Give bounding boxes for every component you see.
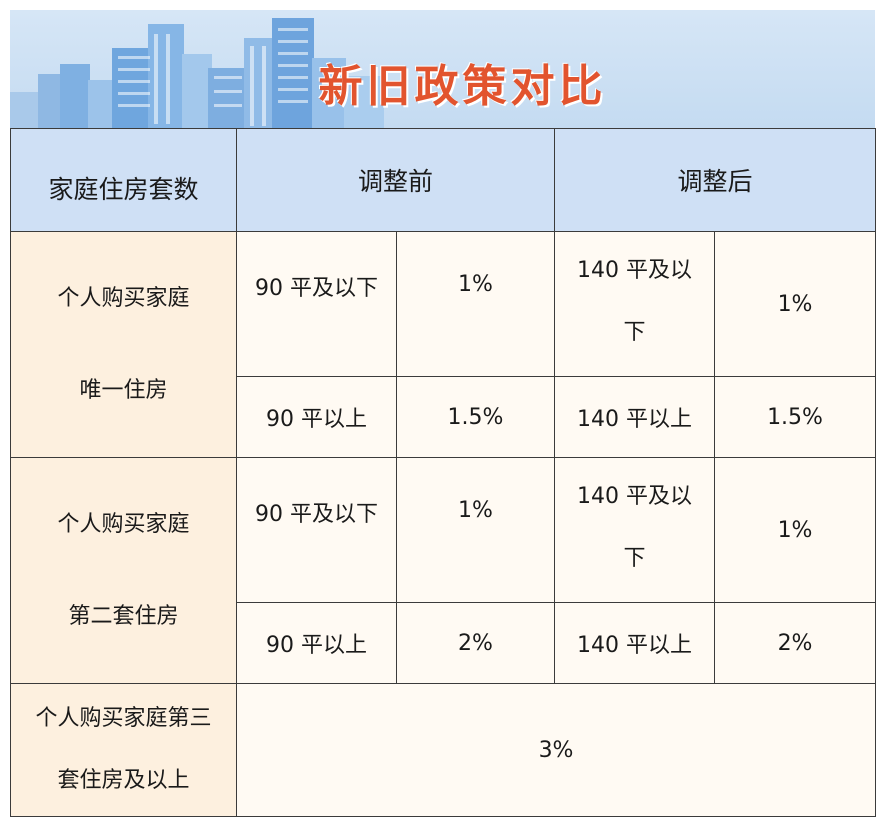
after-area-line: 140 平及以	[577, 484, 693, 509]
row-label-line: 个人购买家庭第三	[35, 706, 212, 731]
header-before: 调整前	[235, 128, 556, 232]
row-label-line: 套住房及以上	[57, 768, 190, 793]
before-area-cell: 90 平及以下	[236, 231, 397, 377]
table-row: 90 平以上 2% 140 平以上 2%	[11, 602, 877, 684]
after-area-line: 下	[623, 320, 646, 345]
third-home-rate-cell: 3%	[235, 683, 877, 817]
after-area-cell: 140 平及以 下	[554, 457, 716, 603]
before-area-cell: 90 平以上	[236, 602, 397, 684]
table-row: 个人购买家庭 唯一住房 90 平及以下 1% 140 平及以 下 1%	[10, 231, 877, 458]
after-rate-cell: 2%	[714, 602, 877, 684]
row-label-line: 唯一住房	[79, 377, 168, 403]
row-label-second-home: 个人购买家庭 第二套住房	[10, 457, 237, 684]
table-header-row: 家庭住房套数 调整前 调整后	[10, 128, 877, 232]
table-row: 个人购买家庭第三 套住房及以上 3%	[10, 683, 877, 817]
table-row: 个人购买家庭 第二套住房 90 平及以下 1% 140 平及以 下 1%	[10, 457, 877, 684]
row-label-line: 第二套住房	[68, 603, 179, 629]
before-area-cell: 90 平以上	[236, 376, 397, 458]
title-banner: 新旧政策对比	[10, 10, 875, 128]
row-label-third-home: 个人购买家庭第三 套住房及以上	[10, 683, 237, 817]
after-rate-cell: 1%	[714, 457, 877, 603]
before-rate-cell: 1%	[395, 231, 556, 377]
page-title: 新旧政策对比	[318, 61, 607, 112]
row-label-first-home: 个人购买家庭 唯一住房	[10, 231, 237, 458]
before-rate-cell: 2%	[395, 602, 556, 684]
row-label-line: 个人购买家庭	[57, 285, 190, 311]
after-area-line: 140 平及以	[577, 258, 693, 283]
header-after: 调整后	[554, 128, 877, 232]
after-area-cell: 140 平及以 下	[554, 231, 716, 377]
before-rate-cell: 1.5%	[395, 376, 556, 458]
after-rate-cell: 1.5%	[714, 376, 877, 458]
before-rate-cell: 1%	[395, 457, 556, 603]
after-rate-cell: 1%	[714, 231, 877, 377]
table-row: 90 平以上 1.5% 140 平以上 1.5%	[11, 376, 877, 458]
policy-comparison-table: 家庭住房套数 调整前 调整后 个人购买家庭 唯一住房 90 平及以下 1% 14…	[10, 128, 877, 817]
row-label-line: 个人购买家庭	[57, 511, 190, 537]
before-area-cell: 90 平及以下	[236, 457, 397, 603]
after-area-line: 下	[623, 546, 646, 571]
city-skyline-illustration	[10, 18, 384, 128]
header-household-count: 家庭住房套数	[10, 128, 237, 232]
after-area-cell: 140 平以上	[554, 602, 716, 684]
after-area-cell: 140 平以上	[554, 376, 716, 458]
